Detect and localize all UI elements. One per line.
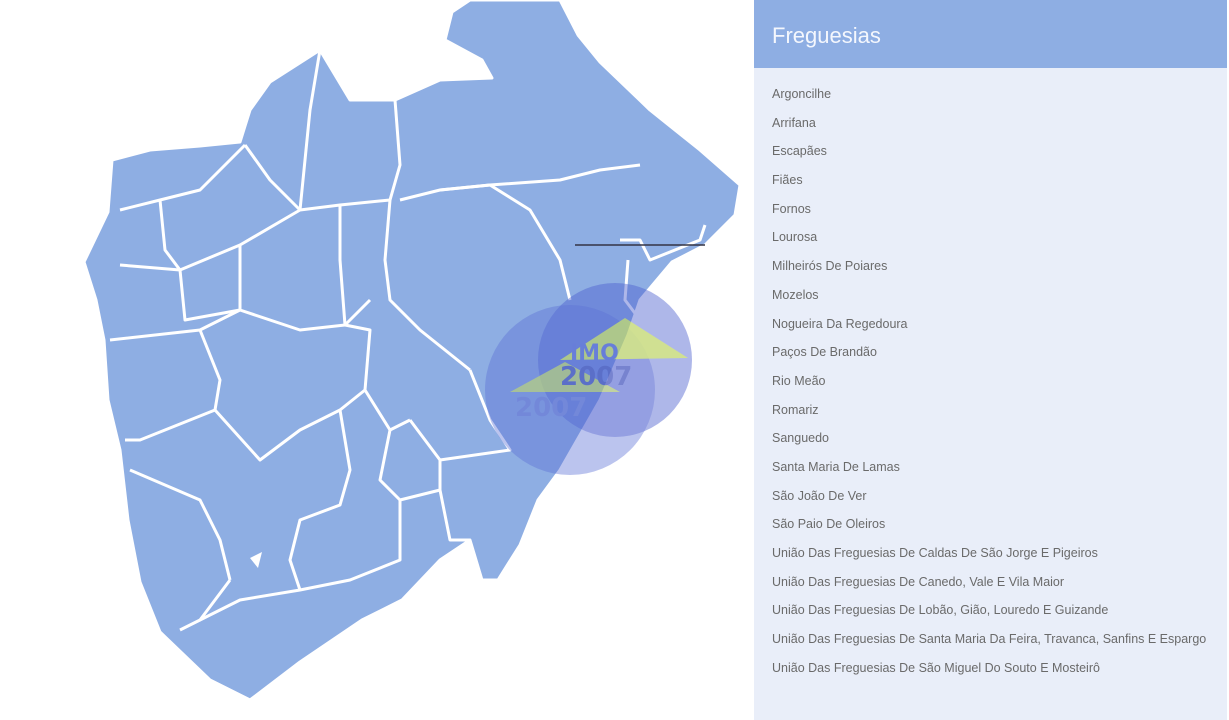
parish-list-item[interactable]: Paços De Brandão [772, 345, 877, 360]
svg-text:IMO: IMO [570, 341, 619, 366]
parish-list-item[interactable]: Fiães [772, 173, 803, 188]
parish-list-item[interactable]: Rio Meão [772, 373, 826, 388]
svg-text:2007: 2007 [515, 393, 587, 423]
parish-list-item[interactable]: Argoncilhe [772, 87, 832, 101]
svg-text:2007: 2007 [560, 362, 632, 392]
parish-list-item[interactable]: Escapães [772, 144, 827, 159]
parish-list-item[interactable]: Mozelos [772, 287, 819, 302]
parish-list-item[interactable]: Arrifana [772, 115, 816, 130]
parish-list-item[interactable]: Fornos [772, 201, 811, 216]
parishes-panel: Freguesias Argoncilhe Arrifana Escapães Fiã… [754, 0, 1227, 720]
parish-list: Argoncilhe Arrifana Escapães Fiães Fornos Lou… [754, 68, 1227, 676]
parish-list-item[interactable]: União Das Freguesias De São Miguel Do So… [772, 660, 1100, 675]
parish-list-item[interactable]: Sanguedo [772, 431, 830, 446]
parish-list-item[interactable]: Nogueira Da Regedoura [772, 316, 908, 331]
parish-list-item[interactable]: União Das Freguesias De Canedo, Vale E V… [772, 574, 1065, 589]
parish-list-item[interactable]: União Das Freguesias De Santa Maria Da F… [772, 632, 1207, 647]
parish-list-item[interactable]: São João De Ver [772, 488, 867, 503]
parish-list-item[interactable]: Lourosa [772, 230, 818, 245]
parish-list-item[interactable]: União Das Freguesias De Caldas De São Jo… [772, 546, 1098, 560]
parish-list-item[interactable]: Romariz [772, 402, 819, 417]
parish-list-item[interactable]: Santa Maria De Lamas [772, 459, 900, 474]
watermark-logo: IMO 2007 2007 [485, 283, 692, 475]
parish-map: IMO 2007 2007 [82, 0, 742, 702]
panel-title: Freguesias [754, 0, 1227, 68]
parish-list-item[interactable]: União Das Freguesias De Lobão, Gião, Lou… [772, 603, 1109, 618]
parish-borders [109, 49, 707, 632]
parish-list-item[interactable]: Milheirós De Poiares [772, 259, 888, 274]
parish-list-item[interactable]: São Paio De Oleiros [772, 517, 886, 532]
